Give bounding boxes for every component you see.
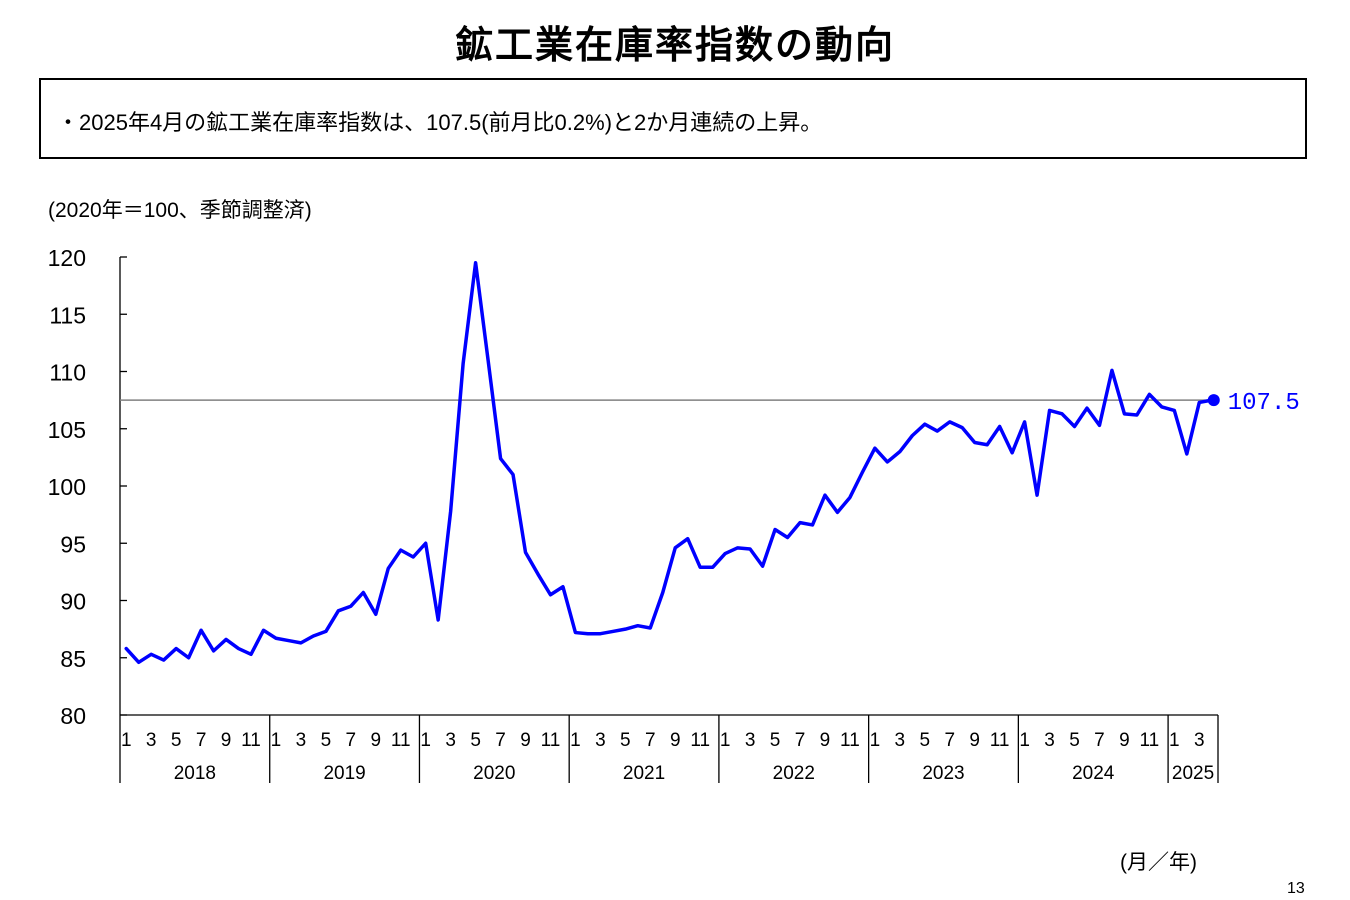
month-tick-label: 5 <box>919 730 930 751</box>
page-number: 13 <box>1287 880 1305 897</box>
month-tick-label: 1 <box>1019 730 1030 751</box>
y-tick-label: 120 <box>48 245 86 271</box>
y-tick-label: 100 <box>48 474 86 500</box>
x-axis-unit-label: (月／年) <box>1120 851 1197 874</box>
year-label: 2023 <box>922 763 964 784</box>
year-label: 2022 <box>773 763 815 784</box>
month-tick-label: 1 <box>870 730 881 751</box>
summary-text: ・2025年4月の鉱工業在庫率指数は、107.5(前月比0.2%)と2か月連続の… <box>57 110 823 135</box>
month-tick-label: 9 <box>221 730 232 751</box>
y-tick-label: 115 <box>49 302 86 328</box>
month-tick-label: 5 <box>470 730 481 751</box>
year-label: 2025 <box>1172 763 1214 784</box>
month-tick-label: 9 <box>969 730 980 751</box>
month-tick-label: 5 <box>770 730 781 751</box>
month-tick-label: 7 <box>346 730 357 751</box>
month-tick-label: 1 <box>271 730 282 751</box>
unit-note: (2020年＝100、季節調整済) <box>48 199 312 222</box>
month-tick-label: 1 <box>420 730 431 751</box>
month-tick-label: 11 <box>241 730 261 751</box>
series-line <box>124 260 1214 665</box>
month-tick-label: 9 <box>820 730 831 751</box>
month-tick-label: 7 <box>944 730 955 751</box>
month-tick-label: 3 <box>1044 730 1055 751</box>
latest-value-label: 107.5 <box>1228 390 1300 417</box>
month-tick-label: 1 <box>121 730 132 751</box>
month-tick-label: 3 <box>595 730 606 751</box>
month-tick-label: 7 <box>495 730 506 751</box>
month-tick-label: 3 <box>745 730 756 751</box>
y-tick-label: 95 <box>60 531 86 557</box>
year-label: 2024 <box>1072 763 1115 784</box>
month-tick-label: 7 <box>1094 730 1105 751</box>
month-tick-label: 11 <box>690 730 710 751</box>
month-tick-label: 11 <box>1140 730 1160 751</box>
year-label: 2018 <box>174 763 216 784</box>
month-tick-label: 3 <box>445 730 456 751</box>
month-tick-label: 5 <box>171 730 182 751</box>
month-tick-label: 7 <box>196 730 207 751</box>
page-title: 鉱工業在庫率指数の動向 <box>454 23 895 67</box>
month-tick-label: 1 <box>1169 730 1180 751</box>
month-tick-label: 9 <box>520 730 531 751</box>
summary-box: ・2025年4月の鉱工業在庫率指数は、107.5(前月比0.2%)と2か月連続の… <box>39 78 1307 159</box>
y-tick-label: 110 <box>49 360 86 386</box>
y-tick-label: 80 <box>60 703 86 729</box>
month-tick-label: 11 <box>990 730 1010 751</box>
latest-point <box>1207 394 1220 407</box>
month-tick-label: 11 <box>541 730 561 751</box>
month-tick-label: 9 <box>670 730 681 751</box>
month-tick-label: 3 <box>296 730 307 751</box>
month-tick-label: 5 <box>620 730 631 751</box>
y-tick-label: 85 <box>60 646 86 672</box>
year-label: 2021 <box>623 763 665 784</box>
y-tick-label: 105 <box>48 417 86 443</box>
month-tick-label: 7 <box>795 730 806 751</box>
month-tick-label: 3 <box>1194 730 1205 751</box>
year-label: 2019 <box>323 763 365 784</box>
month-tick-label: 11 <box>391 730 411 751</box>
month-tick-label: 11 <box>840 730 860 751</box>
month-tick-label: 7 <box>645 730 656 751</box>
month-tick-label: 1 <box>720 730 731 751</box>
year-label: 2020 <box>473 763 515 784</box>
month-tick-label: 5 <box>1069 730 1080 751</box>
month-tick-label: 5 <box>321 730 332 751</box>
y-tick-label: 90 <box>60 589 86 615</box>
month-tick-label: 3 <box>895 730 906 751</box>
month-tick-label: 9 <box>1119 730 1130 751</box>
month-tick-label: 9 <box>370 730 381 751</box>
month-tick-label: 3 <box>146 730 157 751</box>
month-tick-label: 1 <box>570 730 581 751</box>
